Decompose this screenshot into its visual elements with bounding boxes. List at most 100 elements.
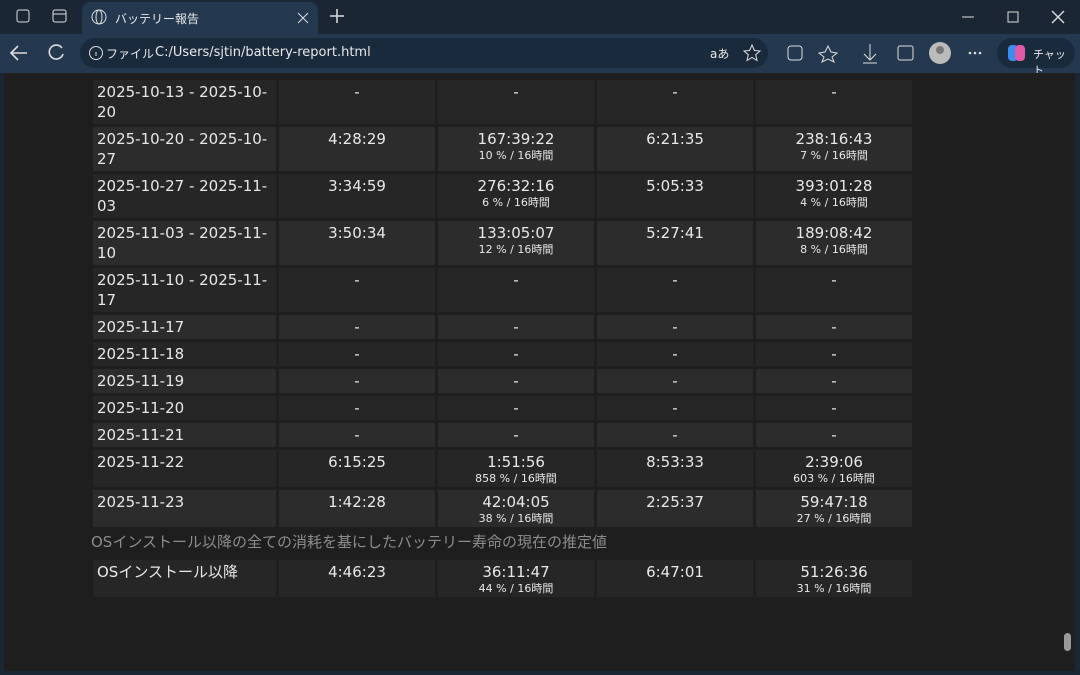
value-cell: 1:42:28: [279, 490, 435, 527]
cell-value: -: [513, 318, 519, 336]
toolbar: ファイル C:/Users/sjtin/battery-report.html …: [0, 34, 1080, 77]
cell-sub: 27 % / 16時間: [796, 512, 872, 525]
globe-icon: [91, 9, 107, 25]
nav-buttons[interactable]: [0, 34, 80, 73]
value-cell: -: [756, 315, 912, 339]
cell-value: -: [354, 318, 360, 336]
value-cell: 6:47:01: [597, 560, 753, 597]
value-cell: 3:34:59: [279, 174, 435, 218]
section-heading: OSインストール以降の全ての消耗を基にしたバッテリー寿命の現在の推定値: [91, 533, 608, 551]
value-cell: -: [597, 396, 753, 420]
cell-value: -: [831, 271, 837, 289]
period-cell: 2025-10-20 - 2025-10-27: [93, 127, 276, 171]
value-cell: 2:25:37: [597, 490, 753, 527]
value-cell: -: [279, 423, 435, 447]
table-row: 2025-11-10 - 2025-11-17 - - - -: [93, 268, 912, 312]
copilot-icon: [1008, 45, 1025, 61]
value-cell: 393:01:28 4 % / 16時間: [756, 174, 912, 218]
table-row: 2025-11-19 - - - -: [93, 369, 912, 393]
copilot-button[interactable]: チャット: [997, 38, 1075, 77]
cell-value: 133:05:07: [477, 224, 555, 242]
value-cell: -: [438, 315, 594, 339]
cell-value: 6:47:01: [646, 563, 704, 581]
cell-value: -: [831, 426, 837, 444]
value-cell: -: [597, 342, 753, 366]
cell-value: 6:15:25: [328, 453, 386, 471]
cell-value: 276:32:16: [477, 177, 555, 195]
value-cell: 51:26:36 31 % / 16時間: [756, 560, 912, 597]
active-tab[interactable]: バッテリー報告: [82, 2, 318, 34]
cell-value: -: [672, 318, 678, 336]
value-cell: -: [438, 396, 594, 420]
period-cell: 2025-11-23: [93, 490, 276, 527]
value-cell: -: [438, 268, 594, 312]
value-cell: -: [756, 369, 912, 393]
cell-value: 238:16:43: [795, 130, 873, 148]
value-cell: 276:32:16 6 % / 16時間: [438, 174, 594, 218]
cell-sub: 8 % / 16時間: [800, 243, 868, 256]
cell-value: -: [672, 372, 678, 390]
value-cell: -: [279, 369, 435, 393]
value-cell: 3:50:34: [279, 221, 435, 265]
value-cell: -: [597, 80, 753, 124]
favorite-button[interactable]: [742, 43, 762, 63]
cell-value: 393:01:28: [795, 177, 873, 195]
cell-value: -: [354, 271, 360, 289]
address-bar[interactable]: ファイル C:/Users/sjtin/battery-report.html …: [80, 38, 768, 68]
period-cell: 2025-11-03 - 2025-11-10: [93, 221, 276, 265]
value-cell: -: [438, 423, 594, 447]
cell-value: -: [354, 372, 360, 390]
cell-value: -: [513, 426, 519, 444]
value-cell: -: [279, 315, 435, 339]
period-cell: 2025-11-18: [93, 342, 276, 366]
cell-value: -: [672, 426, 678, 444]
table-row: 2025-11-20 - - - -: [93, 396, 912, 420]
scrollbar-thumb[interactable]: [1064, 633, 1071, 651]
cell-value: 3:34:59: [328, 177, 386, 195]
value-cell: -: [597, 315, 753, 339]
value-cell: -: [597, 369, 753, 393]
cell-value: 6:21:35: [646, 130, 704, 148]
close-tab[interactable]: [296, 11, 310, 25]
period-cell: 2025-11-10 - 2025-11-17: [93, 268, 276, 312]
value-cell: 238:16:43 7 % / 16時間: [756, 127, 912, 171]
cell-value: -: [354, 83, 360, 101]
value-cell: -: [279, 396, 435, 420]
cell-value: 5:05:33: [646, 177, 704, 195]
value-cell: -: [756, 80, 912, 124]
cell-value: 2:39:06: [805, 453, 863, 471]
value-cell: 5:27:41: [597, 221, 753, 265]
toolbar-icons[interactable]: [778, 34, 998, 73]
cell-value: -: [672, 345, 678, 363]
value-cell: 4:46:23: [279, 560, 435, 597]
value-cell: 59:47:18 27 % / 16時間: [756, 490, 912, 527]
value-cell: 189:08:42 8 % / 16時間: [756, 221, 912, 265]
value-cell: 167:39:22 10 % / 16時間: [438, 127, 594, 171]
window-controls[interactable]: [950, 0, 1080, 34]
value-cell: -: [279, 268, 435, 312]
cell-value: -: [513, 345, 519, 363]
reader-button[interactable]: aあ: [710, 47, 730, 61]
value-cell: 1:51:56 858 % / 16時間: [438, 450, 594, 487]
cell-sub: 12 % / 16時間: [478, 243, 554, 256]
new-tab[interactable]: [327, 6, 347, 26]
period-cell: 2025-11-20: [93, 396, 276, 420]
url: C:/Users/sjtin/battery-report.html: [155, 45, 371, 60]
cell-sub: 44 % / 16時間: [478, 582, 554, 595]
cell-value: 1:51:56: [487, 453, 545, 471]
cell-value: 167:39:22: [477, 130, 555, 148]
table-row: 2025-10-20 - 2025-10-27 4:28:29 167:39:22 1…: [93, 127, 912, 171]
cell-value: 3:50:34: [328, 224, 386, 242]
cell-value: -: [513, 83, 519, 101]
cell-value: -: [354, 399, 360, 417]
table-row: 2025-11-03 - 2025-11-10 3:50:34 133:05:07 1…: [93, 221, 912, 265]
value-cell: -: [279, 80, 435, 124]
value-cell: -: [438, 342, 594, 366]
cell-value: 1:42:28: [328, 493, 386, 511]
cell-sub: 31 % / 16時間: [796, 582, 872, 595]
cell-value: 2:25:37: [646, 493, 704, 511]
value-cell: 5:05:33: [597, 174, 753, 218]
cell-value: -: [354, 345, 360, 363]
cell-value: 8:53:33: [646, 453, 704, 471]
